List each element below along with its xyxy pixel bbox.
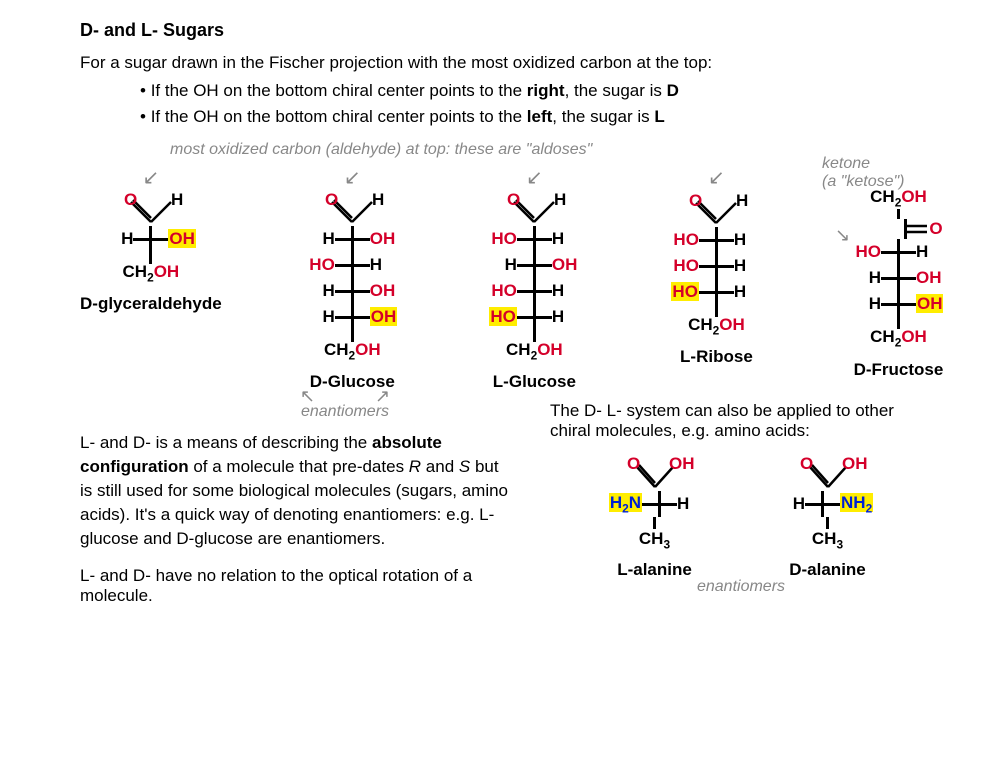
ch2oh-label: CH2OH <box>123 262 180 284</box>
svg-text:O: O <box>325 192 338 209</box>
sugar-name: D-Fructose <box>854 360 944 380</box>
bullet2-post: , the sugar is <box>552 107 654 126</box>
svg-text:O: O <box>800 455 813 473</box>
fischer-row: HOH <box>301 278 404 304</box>
para1-mid: of a molecule that pre-dates <box>189 457 409 476</box>
sugar-lglucose: ↙ O H HOH HOH HOH HOH CH2OH L-Glucose <box>483 165 586 392</box>
aldose-note: most oxidized carbon (aldehyde) at top: … <box>170 141 932 159</box>
aldehyde-top-icon: O H <box>499 192 569 226</box>
svg-text:H: H <box>372 192 384 209</box>
aldehyde-top-icon: O H <box>116 192 186 226</box>
svg-text:O: O <box>627 455 640 473</box>
fischer-row: HOH <box>301 226 404 252</box>
ch2oh-label: CH2OH <box>506 340 563 362</box>
sugar-name: L-Ribose <box>680 347 753 367</box>
arrow-down-icon: ↙ <box>526 165 543 190</box>
para1-pre: L- and D- is a means of describing the <box>80 433 372 452</box>
fischer-row: HOH <box>301 304 404 330</box>
enantiomer-label: enantiomers <box>260 403 430 421</box>
vline <box>897 209 900 219</box>
page-title: D- and L- Sugars <box>80 20 932 41</box>
sugar-glyceraldehyde: ↙ O H HOH CH2OH D-glyceraldehyde <box>80 165 222 314</box>
fischer-row: H2NH <box>598 491 711 517</box>
cooh-top-icon: O OH <box>615 455 695 491</box>
fischer-row: HOH <box>665 253 768 279</box>
amino-intro: The D- L- system can also be applied to … <box>550 401 932 441</box>
amino-enantiomer-label: enantiomers <box>550 578 932 596</box>
amino-row: O OH H2NH CH3 L-alanine <box>550 455 932 579</box>
para1-and: and <box>421 457 459 476</box>
fischer-row: HOH <box>483 278 586 304</box>
bottom-row: L- and D- is a means of describing the a… <box>80 431 932 606</box>
bullet-2: If the OH on the bottom chiral center po… <box>140 107 932 127</box>
ch3-label: CH3 <box>812 529 843 551</box>
para-optical-rotation: L- and D- have no relation to the optica… <box>80 566 510 606</box>
svg-text:H: H <box>736 193 748 210</box>
bullet2-bold: left <box>527 107 553 126</box>
ch2oh-label: CH2OH <box>324 340 381 362</box>
bullet2-pre: If the OH on the bottom chiral center po… <box>151 107 527 126</box>
svg-text:O: O <box>689 193 702 210</box>
bullet1-post: , the sugar is <box>565 81 667 100</box>
sugar-dglucose: ↙ O H HOH HOH HOH HOH CH2OH D-Glucose <box>301 165 404 392</box>
arrow-down-icon: ↙ <box>142 165 159 190</box>
fischer-row: HOH <box>847 265 950 291</box>
para1-S: S <box>459 457 470 476</box>
sugar-name: L-Glucose <box>493 372 576 392</box>
amino-name: L-alanine <box>617 560 692 580</box>
amino-name: D-alanine <box>789 560 866 580</box>
fischer-row: HOH <box>483 252 586 278</box>
bullet1-end: D <box>667 81 679 100</box>
fischer-row: HOH <box>665 227 768 253</box>
aldehyde-top-icon: O H <box>317 192 387 226</box>
arrow-down-icon: ↙ <box>344 165 361 190</box>
fischer-row: HOH <box>665 279 768 305</box>
page-root: D- and L- Sugars For a sugar drawn in th… <box>0 0 992 776</box>
ch2oh-label: CH2OH <box>870 327 927 349</box>
amino-d-alanine: O OH HNH2 CH3 D-alanine <box>771 455 884 579</box>
amino-l-alanine: O OH H2NH CH3 L-alanine <box>598 455 711 579</box>
fischer-row: HOH <box>847 239 950 265</box>
bullet2-end: L <box>654 107 664 126</box>
sugar-lribose: ↙ O H HOH HOH HOH CH2OH L-Ribose <box>665 191 768 367</box>
ch2oh-label: CH2OH <box>688 315 745 337</box>
ketone-row: O <box>854 219 942 239</box>
para1-R: R <box>409 457 421 476</box>
sugar-dfructose: CH2OH O ↘ HOH HOH HOH CH2OH D-Fructose <box>847 165 950 380</box>
bullet1-pre: If the OH on the bottom chiral center po… <box>151 81 527 100</box>
fischer-row: HOH <box>483 226 586 252</box>
fischer-row: HNH2 <box>771 491 884 517</box>
intro-text: For a sugar drawn in the Fischer project… <box>80 53 932 73</box>
para-absolute-config: L- and D- is a means of describing the a… <box>80 431 510 550</box>
sugars-row: ↙ O H HOH CH2OH D-glyceraldehyde ↙ O <box>80 165 950 392</box>
sugar-name: D-glyceraldehyde <box>80 294 222 314</box>
svg-text:O: O <box>507 192 520 209</box>
svg-text:H: H <box>171 192 183 209</box>
bullet1-bold: right <box>527 81 565 100</box>
cooh-top-icon: O OH <box>788 455 868 491</box>
svg-text:OH: OH <box>842 455 868 473</box>
svg-text:OH: OH <box>669 455 695 473</box>
ch3-label: CH3 <box>639 529 670 551</box>
ch2oh-label: CH2OH <box>870 187 927 209</box>
fischer-row: HOH <box>301 252 404 278</box>
fischer-row: HOH <box>99 226 202 252</box>
ketone-arrow-icon: ↘ <box>835 225 850 246</box>
right-column: The D- L- system can also be applied to … <box>550 431 932 606</box>
vline <box>826 517 829 529</box>
bullet-1: If the OH on the bottom chiral center po… <box>140 81 932 101</box>
aldehyde-top-icon: O H <box>681 193 751 227</box>
fischer-row: HOH <box>847 291 950 317</box>
svg-text:O: O <box>124 192 137 209</box>
fischer-row: HOH <box>483 304 586 330</box>
vline <box>653 517 656 529</box>
left-column: L- and D- is a means of describing the a… <box>80 431 510 606</box>
svg-text:H: H <box>554 192 566 209</box>
